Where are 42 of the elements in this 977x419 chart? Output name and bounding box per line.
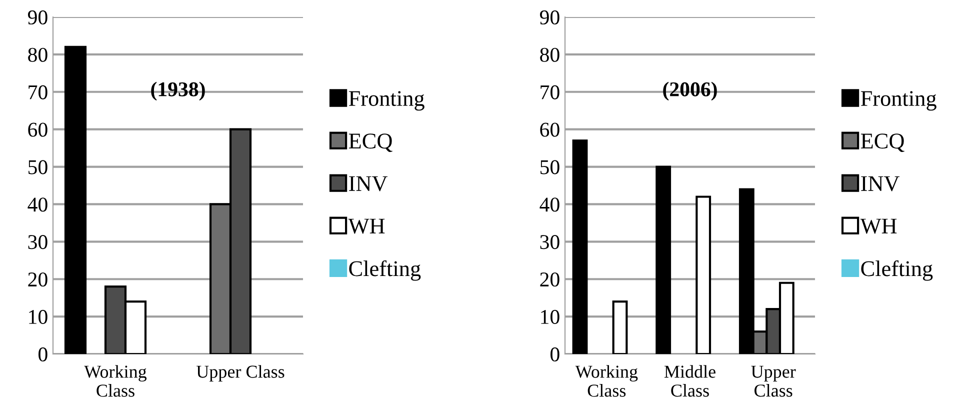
y-tick-label: 60 bbox=[28, 122, 48, 137]
x-tick-label: Working Class bbox=[84, 365, 147, 397]
x-tick-label: Upper Class bbox=[196, 365, 284, 382]
y-tick-label: 80 bbox=[28, 48, 48, 62]
legend-label: ECQ bbox=[860, 134, 904, 152]
y-tick-label: 70 bbox=[28, 85, 48, 100]
y-tick-label: 50 bbox=[540, 160, 560, 174]
y-tick-label: 60 bbox=[540, 122, 560, 137]
text: (2006) bbox=[663, 82, 717, 101]
y-tick-label: 50 bbox=[28, 160, 48, 174]
y-tick-label: 90 bbox=[28, 10, 48, 24]
legend-label: WH bbox=[860, 218, 897, 234]
y-tick-label: 10 bbox=[541, 310, 560, 324]
legend-label: Clefting bbox=[861, 260, 933, 281]
y-tick-label: 0 bbox=[550, 347, 560, 362]
bar bbox=[656, 166, 672, 354]
legend-label: ECQ bbox=[348, 134, 392, 152]
legend-label: INV bbox=[861, 176, 900, 192]
bar bbox=[696, 196, 712, 354]
y-tick-label: 80 bbox=[540, 48, 560, 62]
legend-label: WH bbox=[348, 218, 385, 234]
y-tick-label: 70 bbox=[540, 85, 560, 100]
y-tick-label: 0 bbox=[38, 347, 48, 362]
x-tick-label: Working Class bbox=[575, 365, 638, 397]
bar bbox=[612, 300, 628, 354]
y-tick-label: 10 bbox=[29, 310, 48, 324]
x-tick-label: Middle Class bbox=[664, 365, 716, 397]
bar bbox=[572, 140, 588, 354]
text: (1938) bbox=[151, 82, 205, 101]
y-tick-label: 20 bbox=[28, 272, 48, 287]
y-tick-label: 40 bbox=[28, 198, 48, 212]
legend-label: Fronting bbox=[348, 91, 424, 111]
y-tick-label: 90 bbox=[540, 10, 560, 24]
legend-label: Fronting bbox=[860, 91, 936, 111]
legend-label: INV bbox=[349, 176, 388, 192]
y-tick-label: 20 bbox=[540, 272, 560, 287]
legend-label: Clefting bbox=[349, 260, 421, 281]
y-tick-label: 30 bbox=[28, 235, 48, 250]
x-tick-label: Upper Class bbox=[751, 366, 796, 397]
y-tick-label: 40 bbox=[540, 198, 560, 212]
bar bbox=[64, 46, 87, 354]
y-tick-label: 30 bbox=[540, 235, 560, 250]
